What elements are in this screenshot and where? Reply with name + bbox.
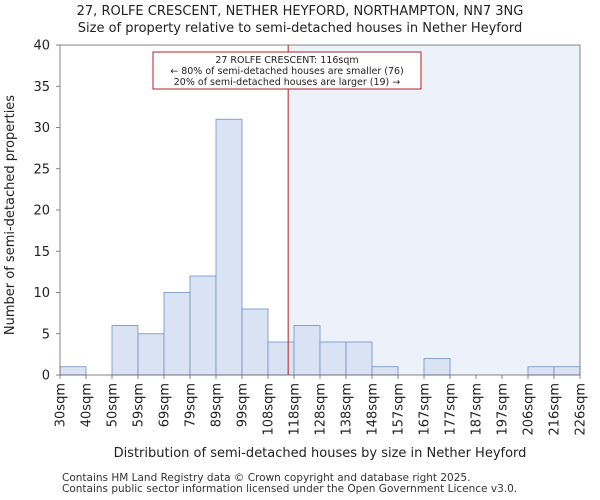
attribution-footer: Contains HM Land Registry data © Crown c… [62, 473, 517, 495]
chart-subtitle: Size of property relative to semi-detach… [77, 21, 523, 36]
histogram-bar [371, 366, 399, 376]
x-tick-label: 216sqm [548, 383, 563, 436]
x-tick-label: 187sqm [470, 383, 485, 436]
histogram-bar [423, 358, 451, 376]
annotation-line-1: 27 ROLFE CRESCENT: 116sqm [215, 55, 358, 66]
annotation-box [152, 51, 422, 90]
y-tick-label: 0 [42, 369, 50, 384]
histogram-bar [111, 325, 139, 376]
y-tick-label: 5 [42, 327, 50, 342]
annotation-line-2: ← 80% of semi-detached houses are smalle… [170, 66, 404, 77]
x-tick-label: 157sqm [392, 383, 407, 436]
histogram-chart: 0 5 10 15 20 25 30 35 40 30sqm 40sqm 50sqm 59sqm 69s… [3, 39, 589, 462]
histogram-bar [293, 325, 321, 376]
marker-annotation: 27 ROLFE CRESCENT: 116sqm ← 80% of semi-… [152, 51, 422, 90]
x-tick-label: 128sqm [314, 383, 329, 436]
histogram-bar [215, 118, 243, 376]
x-tick-label: 138sqm [340, 383, 355, 436]
histogram-bar [345, 341, 373, 376]
histogram-bar [267, 341, 295, 376]
x-tick-label: 40sqm [80, 383, 95, 427]
y-axis-label: Number of semi-detached properties [3, 95, 18, 335]
histogram-bar [163, 292, 191, 376]
x-tick-label: 206sqm [522, 383, 537, 436]
histogram-bar [189, 275, 217, 376]
x-tick-label: 108sqm [262, 383, 277, 436]
footer-line-2: Contains public sector information licen… [62, 483, 518, 495]
footer-line-1: Contains HM Land Registry data © Crown c… [62, 472, 471, 484]
highlight-region [288, 45, 580, 375]
property-address: 27, ROLFE CRESCENT, NETHER HEYFORD, NORT… [76, 4, 524, 19]
x-tick-label: 69sqm [158, 383, 173, 427]
x-tick-label: 89sqm [210, 383, 225, 427]
x-axis-label: Distribution of semi-detached houses by … [114, 446, 527, 461]
histogram-bar [59, 366, 87, 376]
y-tick-label: 20 [33, 204, 50, 219]
x-tick-label: 30sqm [54, 383, 69, 427]
x-tick-label: 79sqm [184, 383, 199, 427]
y-tick-label: 40 [33, 39, 50, 54]
chart-title-block: 27, ROLFE CRESCENT, NETHER HEYFORD, NORT… [0, 3, 600, 37]
histogram-bar [527, 366, 555, 376]
annotation-line-3: 20% of semi-detached houses are larger (… [174, 77, 401, 88]
y-tick-label: 25 [33, 162, 50, 177]
x-tick-label: 148sqm [366, 383, 381, 436]
y-tick-label: 15 [33, 245, 50, 260]
histogram-bar [241, 308, 269, 376]
x-tick-label: 99sqm [236, 383, 251, 427]
y-tick-label: 35 [33, 80, 50, 95]
y-tick-label: 30 [33, 121, 50, 136]
x-tick-label: 118sqm [288, 383, 303, 436]
x-tick-label: 177sqm [444, 383, 459, 436]
y-tick-label: 10 [33, 286, 50, 301]
histogram-bar [319, 341, 347, 376]
histogram-bar [137, 333, 165, 376]
x-tick-label: 167sqm [418, 383, 433, 436]
x-tick-label: 59sqm [132, 383, 147, 427]
x-tick-label: 197sqm [496, 383, 511, 436]
x-tick-label: 226sqm [574, 383, 589, 436]
x-tick-label: 50sqm [106, 383, 121, 427]
histogram-bar [553, 366, 581, 376]
